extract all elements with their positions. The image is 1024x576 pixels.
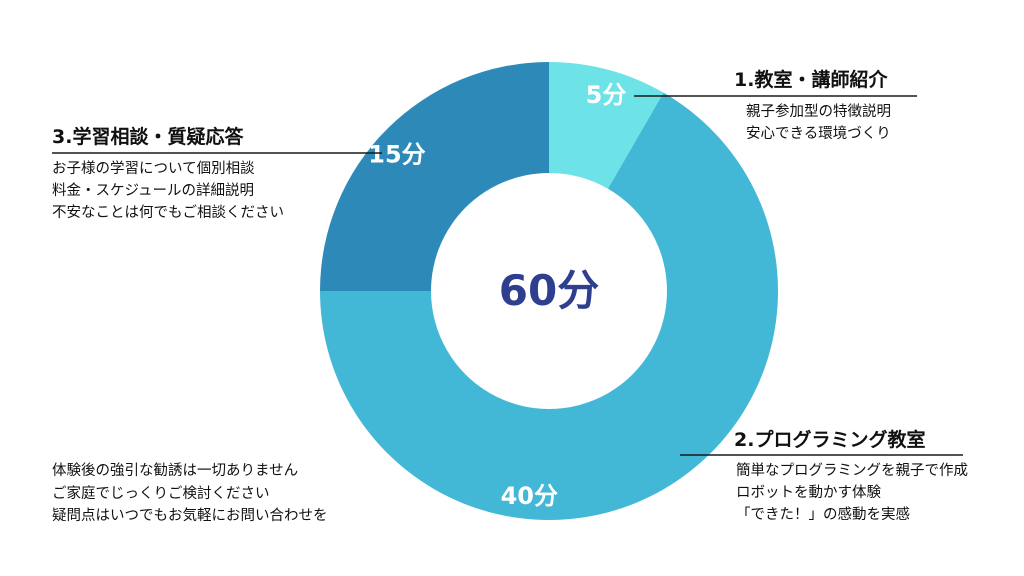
slice-value-label: 15分	[368, 140, 425, 168]
consult-callout-line: 不安なことは何でもご相談ください	[52, 205, 284, 221]
intro-callout-line: 安心できる環境づくり	[746, 126, 891, 142]
slice-value-label: 40分	[501, 482, 558, 510]
programming-callout-line: ロボットを動かす体験	[736, 485, 881, 501]
programming-callout-line: 簡単なプログラミングを親子で作成	[736, 463, 968, 479]
programming-callout-line: 「できた！」の感動を実感	[736, 507, 910, 523]
consult-callout-lines: お子様の学習について個別相談 料金・スケジュールの詳細説明 不安なことは何でもご…	[52, 158, 284, 224]
center-total-label: 60分	[499, 266, 599, 315]
consult-callout-title: 3.学習相談・質疑応答	[52, 126, 244, 148]
notes-block: 体験後の強引な勧誘は一切ありません ご家庭でじっくりご検討ください 疑問点はいつ…	[52, 460, 328, 528]
note-line: 疑問点はいつでもお気軽にお問い合わせを	[52, 508, 328, 524]
intro-callout-title: 1.教室・講師紹介	[734, 69, 888, 91]
slices-layer	[320, 62, 778, 521]
consult-callout-line: お子様の学習について個別相談	[52, 161, 255, 177]
donut-slice	[320, 92, 778, 521]
leader-lines-layer	[52, 95, 963, 456]
donut-slice	[549, 62, 664, 189]
programming-callout-lines: 簡単なプログラミングを親子で作成 ロボットを動かす体験 「できた！」の感動を実感	[736, 460, 968, 526]
slice-value-label: 5分	[586, 81, 627, 109]
programming-callout-title: 2.プログラミング教室	[734, 429, 926, 451]
consult-callout-line: 料金・スケジュールの詳細説明	[52, 183, 254, 199]
note-line: 体験後の強引な勧誘は一切ありません	[52, 463, 299, 479]
intro-callout-lines: 親子参加型の特徴説明 安心できる環境づくり	[746, 101, 891, 145]
slice-labels-layer: 5分 40分 15分	[368, 81, 626, 510]
intro-callout-line: 親子参加型の特徴説明	[746, 104, 891, 120]
donut-slice	[320, 62, 549, 291]
note-line: ご家庭でじっくりご検討ください	[52, 485, 270, 502]
